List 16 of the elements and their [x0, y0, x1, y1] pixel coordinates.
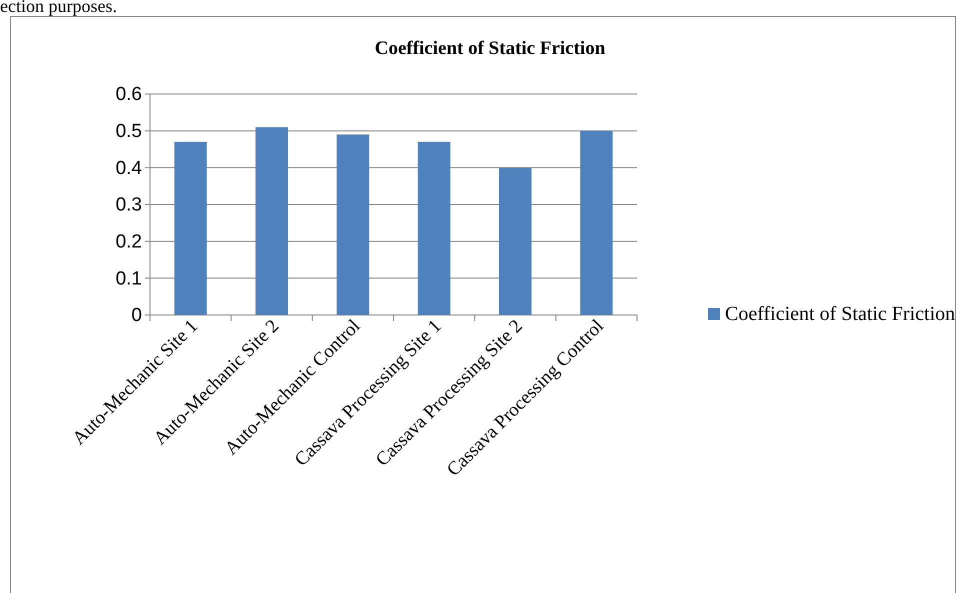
chart-title: Coefficient of Static Friction: [374, 38, 606, 59]
y-tick-label: 0.3: [116, 194, 142, 216]
bar: [256, 127, 288, 315]
bar: [418, 142, 450, 315]
y-tick-label: 0.1: [116, 268, 142, 290]
text: ection purposes.: [0, 0, 117, 16]
y-tick-label: 0: [131, 305, 142, 326]
bar: [499, 168, 532, 315]
bar: [174, 142, 207, 315]
bar: [336, 134, 370, 315]
legend-label: Coefficient of Static Friction: [725, 303, 956, 325]
bar: [580, 130, 613, 315]
y-tick-label: 0.4: [116, 158, 142, 179]
y-tick-label: 0.6: [116, 84, 142, 106]
y-tick-label: 0.2: [116, 231, 142, 252]
y-tick-label: 0.5: [116, 120, 142, 142]
